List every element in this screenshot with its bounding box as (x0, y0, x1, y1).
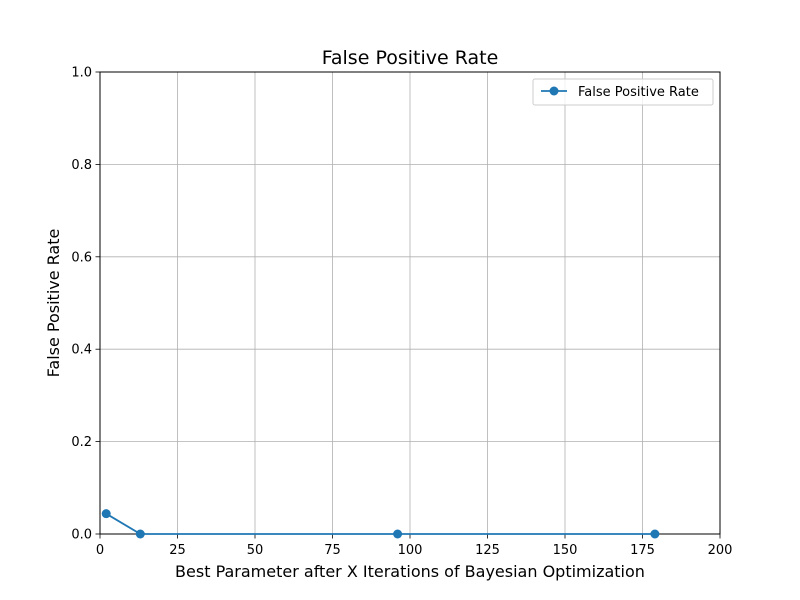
y-tick-label: 0.6 (71, 250, 92, 265)
data-point (650, 529, 660, 539)
y-tick-label: 1.0 (71, 66, 92, 81)
legend-box (532, 78, 714, 106)
legend-marker (549, 86, 559, 96)
y-tick-label: 0.0 (71, 528, 92, 543)
data-point (101, 509, 111, 519)
series-layer (101, 509, 660, 539)
x-tick-label: 25 (169, 543, 186, 558)
legend-label: False Positive Rate (578, 85, 699, 100)
y-axis-ticks: 0.0 0.2 0.4 0.6 0.8 1.0 (71, 66, 100, 543)
legend: False Positive Rate (532, 78, 714, 106)
x-tick-label: 0 (96, 543, 104, 558)
x-tick-label: 175 (630, 543, 655, 558)
chart-title: False Positive Rate (322, 47, 499, 69)
x-tick-label: 75 (324, 543, 341, 558)
y-tick-label: 0.8 (71, 158, 92, 173)
data-point (135, 529, 145, 539)
x-tick-label: 200 (708, 543, 733, 558)
x-tick-label: 150 (553, 543, 578, 558)
y-axis-label: False Positive Rate (44, 229, 63, 378)
series-line (105, 512, 655, 535)
data-point (393, 529, 403, 539)
y-tick-label: 0.4 (71, 343, 92, 358)
x-tick-label: 125 (475, 543, 500, 558)
x-axis-ticks: 0 25 50 75 100 125 150 175 200 (96, 534, 733, 558)
y-tick-label: 0.2 (71, 435, 92, 450)
x-tick-label: 50 (247, 543, 264, 558)
x-tick-label: 100 (398, 543, 423, 558)
x-axis-label: Best Parameter after X Iterations of Bay… (175, 562, 645, 581)
